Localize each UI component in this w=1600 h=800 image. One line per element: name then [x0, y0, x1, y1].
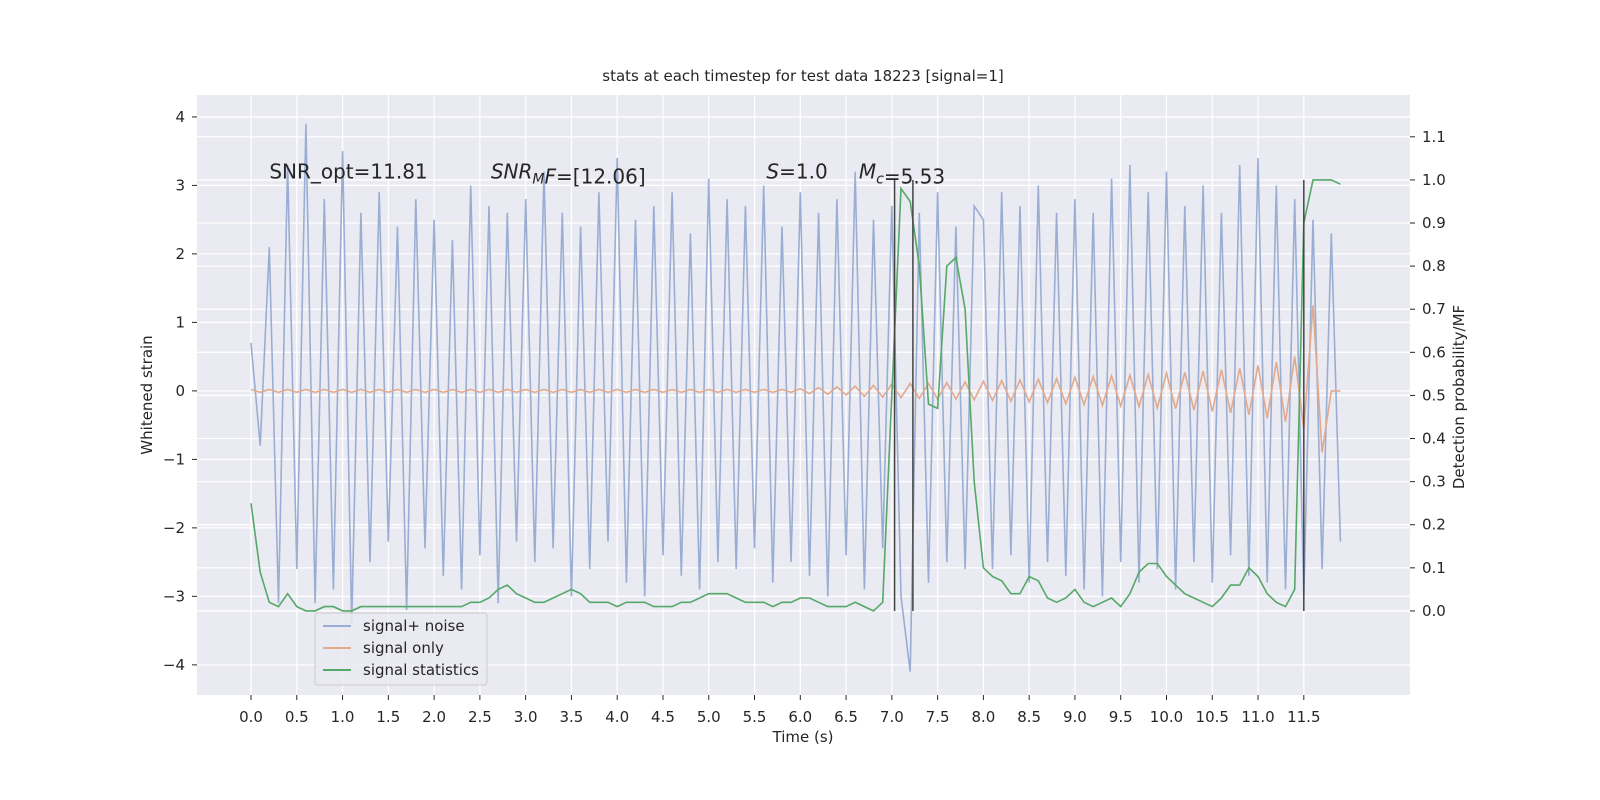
- y-tick-label: 2: [175, 245, 185, 263]
- y2-tick-label: 0.2: [1422, 516, 1446, 534]
- annotation-part: M: [859, 160, 876, 184]
- x-tick-label: 10.5: [1196, 708, 1229, 726]
- x-tick-label: 5.0: [697, 708, 721, 726]
- annotation-part: c: [876, 172, 884, 188]
- annotation: Mc=5.53: [859, 160, 945, 189]
- x-tick-label: 8.0: [971, 708, 995, 726]
- y2-tick-label: 0.0: [1422, 602, 1446, 620]
- annotation-part: SNR: [491, 160, 533, 184]
- y2-tick-label: 0.3: [1422, 473, 1446, 491]
- annotation-part: S: [766, 160, 779, 184]
- y-tick-label: −3: [163, 587, 185, 605]
- x-tick-label: 10.0: [1150, 708, 1183, 726]
- y2-tick-label: 1.1: [1422, 128, 1446, 146]
- x-tick-label: 4.5: [651, 708, 675, 726]
- x-tick-label: 0.0: [239, 708, 263, 726]
- y2-tick-label: 0.4: [1422, 430, 1446, 448]
- x-tick-label: 4.0: [605, 708, 629, 726]
- y2-tick-label: 0.9: [1422, 214, 1446, 232]
- y2-tick-label: 0.1: [1422, 559, 1446, 577]
- annotation-part: SNR_opt=11.81: [269, 160, 427, 184]
- x-tick-label: 3.5: [559, 708, 583, 726]
- x-tick-label: 5.5: [743, 708, 767, 726]
- y2-tick-label: 1.0: [1422, 171, 1446, 189]
- legend-label: signal+ noise: [363, 617, 465, 635]
- y2-tick-label: 0.7: [1422, 300, 1446, 318]
- y-tick-label: 3: [175, 176, 185, 194]
- series-line: [250, 305, 1341, 453]
- x-tick-label: 3.0: [514, 708, 538, 726]
- y-tick-label: −2: [163, 519, 185, 537]
- annotation-part: =[12.06]: [556, 165, 646, 189]
- chart-title: stats at each timestep for test data 182…: [602, 67, 1003, 85]
- y-tick-label: 4: [175, 108, 185, 126]
- annotation: SNRMF=[12.06]: [491, 160, 646, 189]
- y-axis-label: Whitened strain: [138, 335, 156, 454]
- x-tick-label: 7.5: [926, 708, 950, 726]
- x-axis-label: Time (s): [772, 728, 834, 746]
- y2-axis-label: Detection probability/MF: [1450, 305, 1468, 489]
- y-tick-label: 1: [175, 313, 185, 331]
- x-tick-label: 9.5: [1109, 708, 1133, 726]
- legend: signal+ noise signal only signal statistic…: [314, 612, 488, 686]
- series-line: [250, 179, 1341, 612]
- x-tick-label: 9.0: [1063, 708, 1087, 726]
- x-tick-label: 0.5: [285, 708, 309, 726]
- annotation-part: F: [545, 165, 557, 189]
- legend-label: signal statistics: [363, 661, 479, 679]
- x-tick-label: 2.0: [422, 708, 446, 726]
- legend-label: signal only: [363, 639, 444, 657]
- x-tick-label: 2.5: [468, 708, 492, 726]
- annotation-part: =5.53: [884, 165, 945, 189]
- legend-box: [314, 612, 488, 686]
- x-tick-label: 1.0: [331, 708, 355, 726]
- annotation-part: M: [532, 172, 544, 188]
- annotation: SNR_opt=11.81: [269, 160, 427, 184]
- y2-tick-label: 0.8: [1422, 257, 1446, 275]
- x-tick-label: 7.0: [880, 708, 904, 726]
- x-tick-label: 11.0: [1241, 708, 1274, 726]
- y2-tick-label: 0.6: [1422, 343, 1446, 361]
- annotation-part: =1.0: [779, 160, 828, 184]
- y2-tick-label: 0.5: [1422, 386, 1446, 404]
- x-tick-label: 11.5: [1287, 708, 1320, 726]
- y-tick-label: −4: [163, 656, 185, 674]
- x-tick-label: 6.5: [834, 708, 858, 726]
- annotation: S=1.0: [766, 160, 827, 184]
- x-tick-label: 6.0: [788, 708, 812, 726]
- series-line: [250, 123, 1342, 672]
- x-tick-label: 1.5: [376, 708, 400, 726]
- y-tick-label: 0: [175, 382, 185, 400]
- y-tick-label: −1: [163, 450, 185, 468]
- x-tick-label: 8.5: [1017, 708, 1041, 726]
